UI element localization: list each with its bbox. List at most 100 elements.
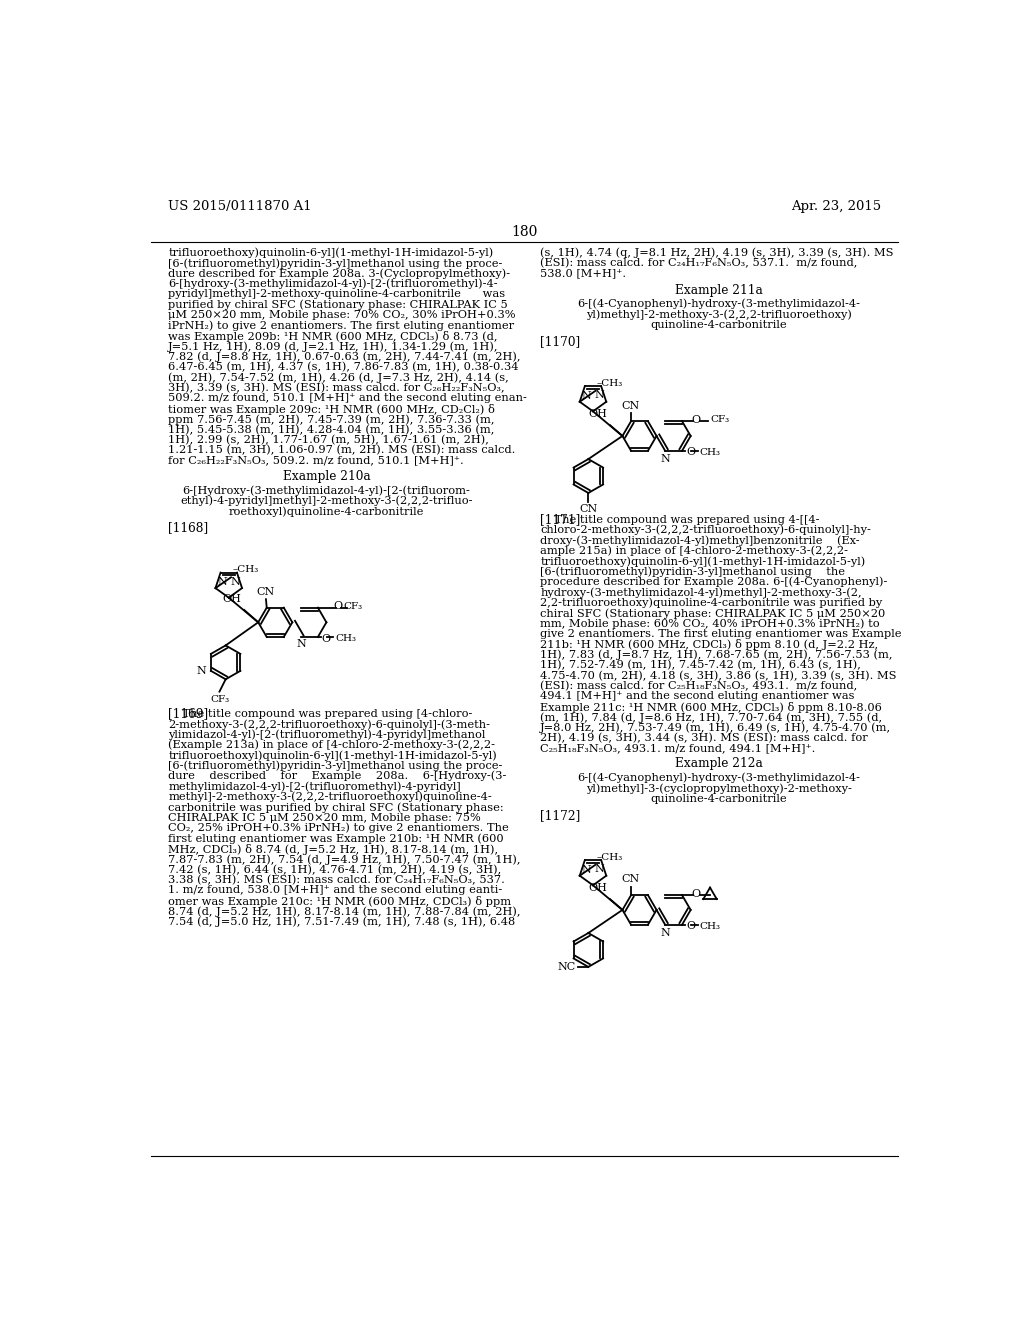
Text: –CH₃: –CH₃ bbox=[597, 379, 623, 388]
Text: O: O bbox=[691, 888, 700, 899]
Text: (m, 2H), 7.54-7.52 (m, 1H), 4.26 (d, J=7.3 Hz, 2H), 4.14 (s,: (m, 2H), 7.54-7.52 (m, 1H), 4.26 (d, J=7… bbox=[168, 372, 509, 383]
Text: OH: OH bbox=[588, 883, 607, 892]
Text: ample 215a) in place of [4-chloro-2-methoxy-3-(2,2,2-: ample 215a) in place of [4-chloro-2-meth… bbox=[541, 545, 848, 556]
Text: 6-[(4-Cyanophenyl)-hydroxy-(3-methylimidazol-4-: 6-[(4-Cyanophenyl)-hydroxy-(3-methylimid… bbox=[578, 298, 860, 309]
Text: 2H), 4.19 (s, 3H), 3.44 (s, 3H). MS (ESI): mass calcd. for: 2H), 4.19 (s, 3H), 3.44 (s, 3H). MS (ESI… bbox=[541, 733, 868, 743]
Text: N: N bbox=[297, 639, 306, 649]
Text: O: O bbox=[686, 921, 695, 931]
Text: [6-(trifluoromethyl)pyridin-3-yl]methanol using the proce-: [6-(trifluoromethyl)pyridin-3-yl]methano… bbox=[168, 259, 503, 269]
Text: 180: 180 bbox=[512, 224, 538, 239]
Text: 7.82 (d, J=8.8 Hz, 1H), 0.67-0.63 (m, 2H), 7.44-7.41 (m, 2H),: 7.82 (d, J=8.8 Hz, 1H), 0.67-0.63 (m, 2H… bbox=[168, 351, 521, 362]
Text: chiral SFC (Stationary phase: CHIRALPAK IC 5 μM 250×20: chiral SFC (Stationary phase: CHIRALPAK … bbox=[541, 609, 886, 619]
Text: N: N bbox=[582, 865, 591, 875]
Text: μM 250×20 mm, Mobile phase: 70% CO₂, 30% iPrOH+0.3%: μM 250×20 mm, Mobile phase: 70% CO₂, 30%… bbox=[168, 310, 516, 319]
Text: trifluoroethoxyl)quinolin-6-yl](1-methyl-1H-imidazol-5-yl): trifluoroethoxyl)quinolin-6-yl](1-methyl… bbox=[168, 750, 497, 760]
Text: CN: CN bbox=[622, 874, 640, 884]
Text: CH₃: CH₃ bbox=[699, 921, 720, 931]
Text: 211b: ¹H NMR (600 MHz, CDCl₃) δ ppm 8.10 (d, J=2.2 Hz,: 211b: ¹H NMR (600 MHz, CDCl₃) δ ppm 8.10… bbox=[541, 639, 879, 651]
Text: (m, 1H), 7.84 (d, J=8.6 Hz, 1H), 7.70-7.64 (m, 3H), 7.55 (d,: (m, 1H), 7.84 (d, J=8.6 Hz, 1H), 7.70-7.… bbox=[541, 711, 883, 722]
Text: 1H), 2.99 (s, 2H), 1.77-1.67 (m, 5H), 1.67-1.61 (m, 2H),: 1H), 2.99 (s, 2H), 1.77-1.67 (m, 5H), 1.… bbox=[168, 434, 489, 445]
Text: CN: CN bbox=[580, 504, 597, 513]
Text: was Example 209b: ¹H NMR (600 MHz, CDCl₃) δ 8.73 (d,: was Example 209b: ¹H NMR (600 MHz, CDCl₃… bbox=[168, 331, 498, 342]
Text: droxy-(3-methylimidazol-4-yl)methyl]benzonitrile    (Ex-: droxy-(3-methylimidazol-4-yl)methyl]benz… bbox=[541, 536, 860, 546]
Text: CHIRALPAK IC 5 μM 250×20 mm, Mobile phase: 75%: CHIRALPAK IC 5 μM 250×20 mm, Mobile phas… bbox=[168, 813, 481, 822]
Text: OH: OH bbox=[588, 409, 607, 418]
Text: 494.1 [M+H]⁺ and the second eluting enantiomer was: 494.1 [M+H]⁺ and the second eluting enan… bbox=[541, 692, 855, 701]
Text: methyl]-2-methoxy-3-(2,2,2-trifluoroethoxyl)quinoline-4-: methyl]-2-methoxy-3-(2,2,2-trifluoroetho… bbox=[168, 792, 493, 803]
Text: Apr. 23, 2015: Apr. 23, 2015 bbox=[792, 199, 882, 213]
Text: O: O bbox=[691, 414, 700, 425]
Text: [1168]: [1168] bbox=[168, 521, 209, 535]
Text: dure    described    for    Example    208a.    6-[Hydroxy-(3-: dure described for Example 208a. 6-[Hydr… bbox=[168, 771, 507, 781]
Text: Example 210a: Example 210a bbox=[283, 470, 371, 483]
Text: trifluoroethoxy)quinolin-6-yl](1-methyl-1H-imidazol-5-yl): trifluoroethoxy)quinolin-6-yl](1-methyl-… bbox=[168, 248, 494, 259]
Text: hydroxy-(3-methylimidazol-4-yl)methyl]-2-methoxy-3-(2,: hydroxy-(3-methylimidazol-4-yl)methyl]-2… bbox=[541, 587, 862, 598]
Text: 538.0 [M+H]⁺.: 538.0 [M+H]⁺. bbox=[541, 268, 627, 279]
Text: (Example 213a) in place of [4-chloro-2-methoxy-3-(2,2,2-: (Example 213a) in place of [4-chloro-2-m… bbox=[168, 739, 496, 750]
Text: NC: NC bbox=[558, 962, 575, 972]
Text: 2-methoxy-3-(2,2,2-trifluoroethoxy)-6-quinolyl]-(3-meth-: 2-methoxy-3-(2,2,2-trifluoroethoxy)-6-qu… bbox=[168, 719, 490, 730]
Text: trifluoroethoxy)quinolin-6-yl](1-methyl-1H-imidazol-5-yl): trifluoroethoxy)quinolin-6-yl](1-methyl-… bbox=[541, 556, 865, 566]
Text: ylimidazol-4-yl)-[2-(trifluoromethyl)-4-pyridyl]methanol: ylimidazol-4-yl)-[2-(trifluoromethyl)-4-… bbox=[168, 730, 485, 741]
Text: (ESI): mass calcd. for C₂₄H₁₇F₆N₅O₃, 537.1.  m/z found,: (ESI): mass calcd. for C₂₄H₁₇F₆N₅O₃, 537… bbox=[541, 259, 858, 268]
Text: J=5.1 Hz, 1H), 8.09 (d, J=2.1 Hz, 1H), 1.34-1.29 (m, 1H),: J=5.1 Hz, 1H), 8.09 (d, J=2.1 Hz, 1H), 1… bbox=[168, 342, 499, 352]
Text: The title compound was prepared using 4-[[4-: The title compound was prepared using 4-… bbox=[541, 515, 820, 524]
Text: 7.42 (s, 1H), 6.44 (s, 1H), 4.76-4.71 (m, 2H), 4.19 (s, 3H),: 7.42 (s, 1H), 6.44 (s, 1H), 4.76-4.71 (m… bbox=[168, 865, 502, 875]
Text: 6-[Hydroxy-(3-methylimidazol-4-yl)-[2-(trifluorom-: 6-[Hydroxy-(3-methylimidazol-4-yl)-[2-(t… bbox=[182, 486, 470, 496]
Text: methylimidazol-4-yl)-[2-(trifluoromethyl)-4-pyridyl]: methylimidazol-4-yl)-[2-(trifluoromethyl… bbox=[168, 781, 461, 792]
Text: ethyl)-4-pyridyl]methyl]-2-methoxy-3-(2,2,2-trifluo-: ethyl)-4-pyridyl]methyl]-2-methoxy-3-(2,… bbox=[180, 496, 473, 507]
Text: 1H), 7.83 (d, J=8.7 Hz, 1H), 7.68-7.65 (m, 2H), 7.56-7.53 (m,: 1H), 7.83 (d, J=8.7 Hz, 1H), 7.68-7.65 (… bbox=[541, 649, 893, 660]
Text: give 2 enantiomers. The first eluting enantiomer was Example: give 2 enantiomers. The first eluting en… bbox=[541, 628, 902, 639]
Text: 1H), 5.45-5.38 (m, 1H), 4.28-4.04 (m, 1H), 3.55-3.36 (m,: 1H), 5.45-5.38 (m, 1H), 4.28-4.04 (m, 1H… bbox=[168, 425, 495, 434]
Text: O: O bbox=[322, 634, 331, 644]
Text: 7.87-7.83 (m, 2H), 7.54 (d, J=4.9 Hz, 1H), 7.50-7.47 (m, 1H),: 7.87-7.83 (m, 2H), 7.54 (d, J=4.9 Hz, 1H… bbox=[168, 854, 521, 865]
Text: CN: CN bbox=[256, 587, 274, 597]
Text: C₂₅H₁₈F₃N₅O₃, 493.1. m/z found, 494.1 [M+H]⁺.: C₂₅H₁₈F₃N₅O₃, 493.1. m/z found, 494.1 [M… bbox=[541, 743, 816, 754]
Text: CF₃: CF₃ bbox=[343, 602, 362, 611]
Text: 6.47-6.45 (m, 1H), 4.37 (s, 1H), 7.86-7.83 (m, 1H), 0.38-0.34: 6.47-6.45 (m, 1H), 4.37 (s, 1H), 7.86-7.… bbox=[168, 362, 519, 372]
Text: N: N bbox=[197, 665, 206, 676]
Text: roethoxyl)quinoline-4-carbonitrile: roethoxyl)quinoline-4-carbonitrile bbox=[228, 506, 424, 516]
Text: purified by chiral SFC (Stationary phase: CHIRALPAK IC 5: purified by chiral SFC (Stationary phase… bbox=[168, 300, 508, 310]
Text: CH₃: CH₃ bbox=[699, 447, 720, 457]
Text: [6-(trifluoromethyl)pyridin-3-yl]methanol using    the: [6-(trifluoromethyl)pyridin-3-yl]methano… bbox=[541, 566, 845, 577]
Text: [1169]: [1169] bbox=[168, 708, 209, 719]
Text: omer was Example 210c: ¹H NMR (600 MHz, CDCl₃) δ ppm: omer was Example 210c: ¹H NMR (600 MHz, … bbox=[168, 896, 511, 907]
Text: J=8.0 Hz, 2H), 7.53-7.49 (m, 1H), 6.49 (s, 1H), 4.75-4.70 (m,: J=8.0 Hz, 2H), 7.53-7.49 (m, 1H), 6.49 (… bbox=[541, 722, 892, 733]
Text: Example 211c: ¹H NMR (600 MHz, CDCl₃) δ ppm 8.10-8.06: Example 211c: ¹H NMR (600 MHz, CDCl₃) δ … bbox=[541, 702, 882, 713]
Text: N: N bbox=[660, 454, 670, 463]
Text: (ESI): mass calcd. for C₂₅H₁₈F₃N₅O₃, 493.1.  m/z found,: (ESI): mass calcd. for C₂₅H₁₈F₃N₅O₃, 493… bbox=[541, 681, 857, 692]
Text: procedure described for Example 208a. 6-[(4-Cyanophenyl)-: procedure described for Example 208a. 6-… bbox=[541, 577, 888, 587]
Text: mm, Mobile phase: 60% CO₂, 40% iPrOH+0.3% iPrNH₂) to: mm, Mobile phase: 60% CO₂, 40% iPrOH+0.3… bbox=[541, 619, 880, 630]
Text: N: N bbox=[230, 577, 241, 586]
Text: 1. m/z found, 538.0 [M+H]⁺ and the second eluting eanti-: 1. m/z found, 538.0 [M+H]⁺ and the secon… bbox=[168, 886, 503, 895]
Text: 3.38 (s, 3H). MS (ESI): mass calcd. for C₂₄H₁₇F₆N₅O₃, 537.: 3.38 (s, 3H). MS (ESI): mass calcd. for … bbox=[168, 875, 505, 886]
Text: 7.54 (d, J=5.0 Hz, 1H), 7.51-7.49 (m, 1H), 7.48 (s, 1H), 6.48: 7.54 (d, J=5.0 Hz, 1H), 7.51-7.49 (m, 1H… bbox=[168, 916, 515, 927]
Text: CH₃: CH₃ bbox=[335, 634, 356, 643]
Text: quinoline-4-carbonitrile: quinoline-4-carbonitrile bbox=[650, 319, 786, 330]
Text: CO₂, 25% iPrOH+0.3% iPrNH₂) to give 2 enantiomers. The: CO₂, 25% iPrOH+0.3% iPrNH₂) to give 2 en… bbox=[168, 822, 509, 833]
Text: 3H), 3.39 (s, 3H). MS (ESI): mass calcd. for C₂₆H₂₂F₃N₅O₃,: 3H), 3.39 (s, 3H). MS (ESI): mass calcd.… bbox=[168, 383, 505, 393]
Text: OH: OH bbox=[222, 594, 241, 603]
Text: (s, 1H), 4.74 (q, J=8.1 Hz, 2H), 4.19 (s, 3H), 3.39 (s, 3H). MS: (s, 1H), 4.74 (q, J=8.1 Hz, 2H), 4.19 (s… bbox=[541, 248, 894, 259]
Text: chloro-2-methoxy-3-(2,2,2-trifluoroethoxy)-6-quinolyl]-hy-: chloro-2-methoxy-3-(2,2,2-trifluoroethox… bbox=[541, 525, 871, 536]
Text: N: N bbox=[595, 391, 605, 400]
Text: CN: CN bbox=[622, 400, 640, 411]
Text: 6-[(4-Cyanophenyl)-hydroxy-(3-methylimidazol-4-: 6-[(4-Cyanophenyl)-hydroxy-(3-methylimid… bbox=[578, 774, 860, 784]
Text: 509.2. m/z found, 510.1 [M+H]⁺ and the second eluting enan-: 509.2. m/z found, 510.1 [M+H]⁺ and the s… bbox=[168, 393, 527, 403]
Text: –CH₃: –CH₃ bbox=[597, 853, 623, 862]
Text: The title compound was prepared using [4-chloro-: The title compound was prepared using [4… bbox=[168, 709, 473, 718]
Text: –CH₃: –CH₃ bbox=[232, 565, 259, 574]
Text: O: O bbox=[686, 447, 695, 457]
Text: [1171]: [1171] bbox=[541, 513, 581, 525]
Text: dure described for Example 208a. 3-(Cyclopropylmethoxy)-: dure described for Example 208a. 3-(Cycl… bbox=[168, 268, 510, 279]
Text: quinoline-4-carbonitrile: quinoline-4-carbonitrile bbox=[650, 793, 786, 804]
Text: MHz, CDCl₃) δ 8.74 (d, J=5.2 Hz, 1H), 8.17-8.14 (m, 1H),: MHz, CDCl₃) δ 8.74 (d, J=5.2 Hz, 1H), 8.… bbox=[168, 843, 499, 855]
Text: US 2015/0111870 A1: US 2015/0111870 A1 bbox=[168, 199, 312, 213]
Text: N: N bbox=[582, 391, 591, 401]
Text: 6-[hydroxy-(3-methylimidazol-4-yl)-[2-(trifluoromethyl)-4-: 6-[hydroxy-(3-methylimidazol-4-yl)-[2-(t… bbox=[168, 279, 498, 289]
Text: CF₃: CF₃ bbox=[710, 416, 729, 424]
Text: [1172]: [1172] bbox=[541, 809, 581, 822]
Text: ppm 7.56-7.45 (m, 2H), 7.45-7.39 (m, 2H), 7.36-7.33 (m,: ppm 7.56-7.45 (m, 2H), 7.45-7.39 (m, 2H)… bbox=[168, 414, 495, 425]
Text: pyridyl]methyl]-2-methoxy-quinoline-4-carbonitrile      was: pyridyl]methyl]-2-methoxy-quinoline-4-ca… bbox=[168, 289, 506, 300]
